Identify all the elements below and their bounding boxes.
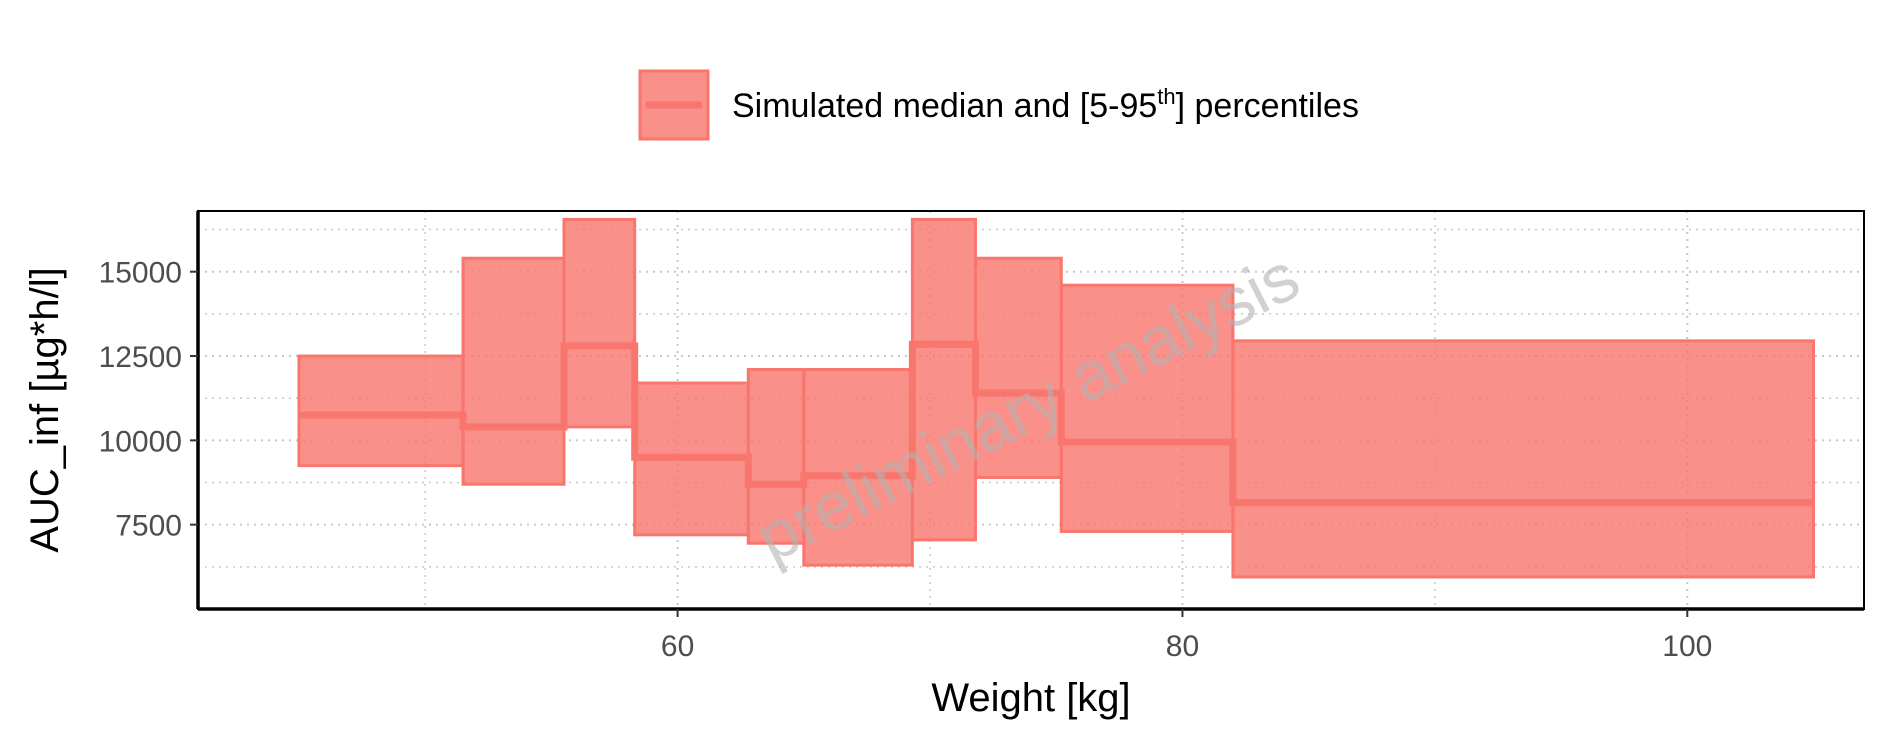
ribbon-layer: [297, 217, 1816, 579]
y-axis-title: AUC_inf [µg*h/l]: [23, 267, 67, 552]
plot-panel: preliminary analysis: [196, 210, 1865, 611]
legend-label-main: Simulated median and [5-95: [732, 87, 1157, 125]
y-tick-label: 12500: [99, 341, 182, 374]
y-tick-label: 15000: [99, 257, 182, 290]
y-axis-ticks: 7500 10000 12500 15000: [99, 257, 198, 543]
percentile-ribbon: [461, 256, 566, 486]
x-axis-ticks: 60 80 100: [661, 609, 1712, 663]
legend-label: Simulated median and [5-95th] percentile…: [732, 84, 1359, 125]
legend-label-superscript: th: [1157, 84, 1175, 109]
legend: Simulated median and [5-95th] percentile…: [638, 69, 1359, 141]
percentile-ribbon: [297, 354, 465, 468]
x-tick-label: 100: [1662, 630, 1712, 663]
x-axis-title: Weight [kg]: [931, 676, 1130, 720]
median-line: [298, 340, 1814, 507]
y-tick-label: 7500: [115, 510, 182, 543]
x-tick-label: 80: [1166, 630, 1199, 663]
x-tick-label: 60: [661, 630, 694, 663]
median-layer: [298, 340, 1814, 507]
percentile-ribbon: [746, 368, 806, 545]
y-tick-label: 10000: [99, 425, 182, 458]
percentile-ribbon: [1231, 339, 1816, 579]
percentile-ribbon: [562, 217, 637, 429]
legend-label-end: ] percentiles: [1176, 87, 1359, 125]
